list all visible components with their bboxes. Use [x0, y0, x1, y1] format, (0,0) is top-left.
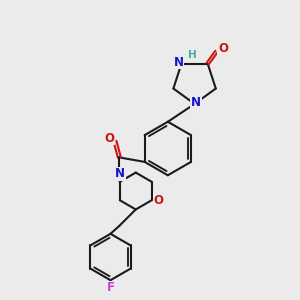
Text: H: H	[188, 50, 196, 60]
Text: F: F	[106, 281, 115, 294]
Text: O: O	[218, 42, 228, 55]
Text: N: N	[115, 167, 125, 180]
Text: N: N	[191, 96, 201, 109]
Text: N: N	[173, 56, 184, 69]
Text: O: O	[104, 132, 114, 145]
Text: O: O	[153, 194, 163, 207]
